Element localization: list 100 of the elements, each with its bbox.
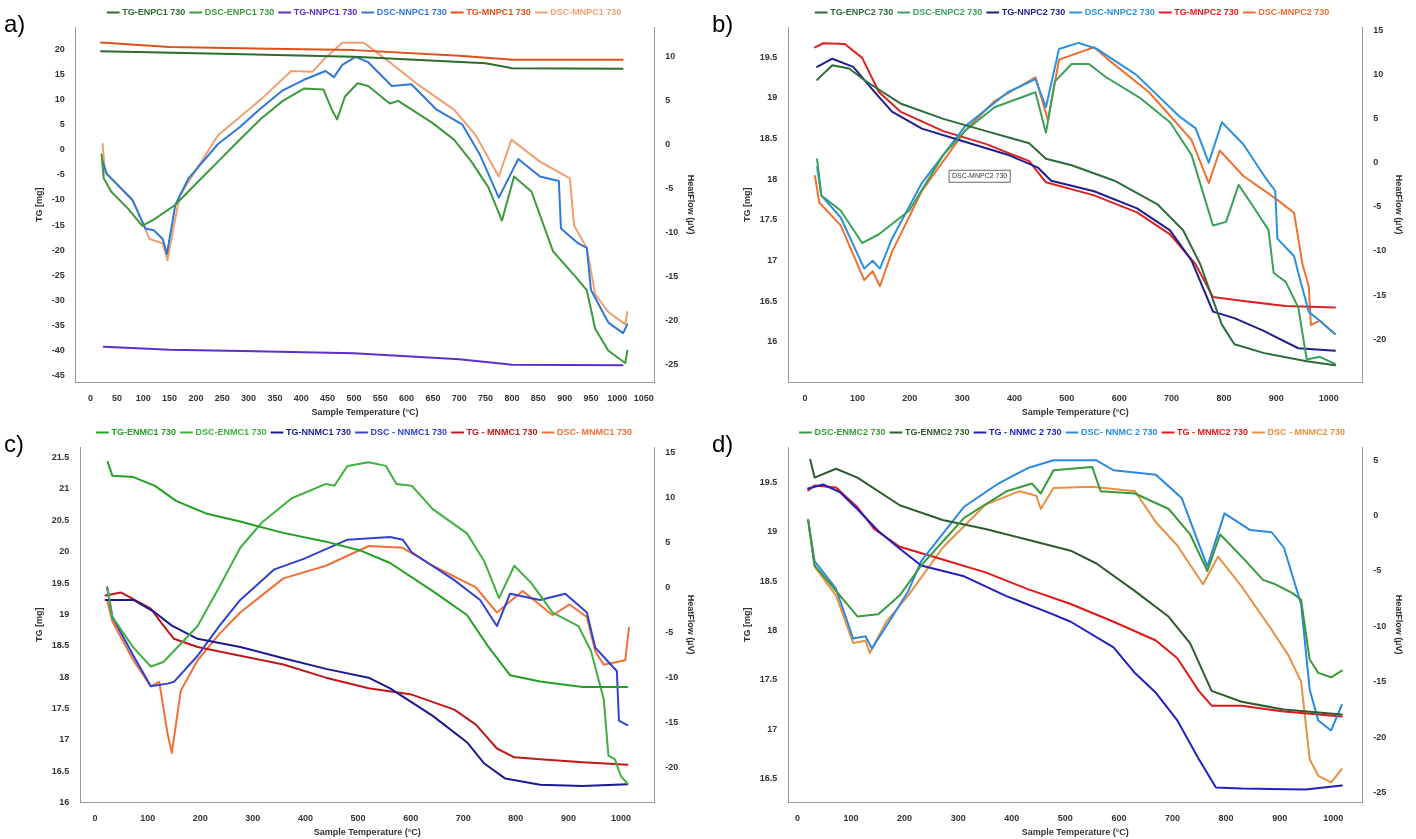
x-tick-label: 250	[214, 393, 230, 404]
y2-tick-label: -5	[1373, 565, 1382, 576]
x-axis-title: Sample Temperature (°C)	[1021, 407, 1129, 418]
legend-label: TG-ENMC2 730	[904, 426, 970, 437]
x-tick-label: 600	[1111, 393, 1127, 404]
y-tick-label: 18	[767, 625, 778, 636]
y2-tick-label: -15	[665, 271, 679, 282]
x-tick-label: 700	[451, 393, 467, 404]
y-tick-label: -25	[51, 269, 65, 280]
y2-tick-label: 0	[1373, 510, 1379, 521]
x-tick-label: 1000	[611, 813, 632, 824]
y2-tick-label: -20	[1373, 333, 1387, 344]
x-tick-label: 300	[241, 393, 257, 404]
y2-tick-label: -15	[1373, 676, 1387, 687]
x-tick-label: 0	[802, 393, 808, 404]
y2-tick-label: 10	[665, 491, 676, 502]
y-tick-label: 20.5	[51, 514, 70, 525]
x-tick-label: 400	[293, 393, 309, 404]
y-tick-label: 19.5	[51, 577, 70, 588]
chart-title: b)	[712, 10, 734, 38]
x-tick-label: 800	[508, 813, 524, 824]
x-tick-label: 700	[1164, 813, 1181, 824]
y2-tick-label: -25	[1373, 786, 1387, 797]
x-tick-label: 1000	[1323, 813, 1344, 824]
x-tick-label: 500	[1057, 813, 1073, 824]
x-tick-label: 200	[192, 813, 208, 824]
x-tick-label: 1000	[607, 393, 628, 404]
x-tick-label: 500	[346, 393, 362, 404]
legend-label: DSC-NNPC2 730	[1084, 6, 1155, 17]
x-tick-label: 400	[1007, 393, 1023, 404]
x-tick-label: 100	[843, 813, 859, 824]
x-tick-label: 900	[557, 393, 573, 404]
x-tick-label: 900	[1268, 393, 1284, 404]
x-tick-label: 950	[583, 393, 599, 404]
x-tick-label: 800	[1216, 393, 1232, 404]
x-tick-label: 350	[267, 393, 283, 404]
legend-label: TG-ENMC1 730	[111, 426, 176, 437]
x-axis-title: Sample Temperature (°C)	[1021, 827, 1129, 838]
y-tick-label: -20	[51, 244, 65, 255]
x-tick-label: 0	[88, 393, 94, 404]
y2-tick-label: -20	[665, 761, 679, 772]
legend-label: DSC - MNMC2 730	[1267, 426, 1346, 437]
y-tick-label: -10	[51, 194, 65, 205]
x-tick-label: 200	[188, 393, 204, 404]
y2-tick-label: -10	[1373, 620, 1387, 631]
x-tick-label: 0	[794, 813, 800, 824]
x-tick-label: 600	[403, 813, 419, 824]
legend-label: TG - MNMC1 730	[466, 426, 538, 437]
y2-tick-label: -5	[665, 183, 674, 194]
legend-label: TG - MNMC2 730	[1177, 426, 1249, 437]
y-tick-label: 18.5	[759, 132, 778, 143]
y-tick-label: 18.5	[759, 575, 778, 586]
x-axis-title: Sample Temperature (°C)	[313, 827, 421, 838]
y2-tick-label: -10	[1373, 245, 1387, 256]
y-tick-label: -15	[51, 219, 65, 230]
y-tick-label: 18	[767, 173, 778, 184]
legend-label: DSC-ENMC1 730	[195, 426, 267, 437]
x-tick-label: 600	[1111, 813, 1127, 824]
x-tick-label: 550	[372, 393, 388, 404]
y2-axis-title: HeatFlow (µV)	[1394, 594, 1405, 655]
x-tick-label: 100	[140, 813, 156, 824]
y2-tick-label: 15	[1373, 25, 1384, 36]
y2-tick-label: 5	[1373, 454, 1379, 465]
y-tick-label: 20	[54, 43, 65, 54]
y2-axis-title: HeatFlow (µV)	[686, 594, 697, 655]
y-tick-label: 5	[59, 119, 65, 130]
y-tick-label: 16.5	[51, 765, 70, 776]
x-tick-label: 600	[399, 393, 415, 404]
y2-tick-label: -5	[1373, 201, 1382, 212]
x-tick-label: 0	[92, 813, 98, 824]
y2-tick-label: -20	[1373, 731, 1387, 742]
y-tick-label: 0	[59, 144, 65, 155]
y-tick-label: 16	[59, 796, 70, 807]
x-tick-label: 500	[1059, 393, 1075, 404]
legend-label: TG-NNMC1 730	[285, 426, 352, 437]
y-tick-label: 16	[767, 336, 778, 347]
x-tick-label: 300	[245, 813, 261, 824]
y2-tick-label: 5	[665, 95, 671, 106]
chart-title: c)	[4, 430, 24, 458]
x-tick-label: 700	[455, 813, 471, 824]
y-tick-label: 17	[767, 254, 778, 265]
y2-tick-label: 10	[665, 51, 676, 62]
legend-label: DSC-ENMC2 730	[814, 426, 886, 437]
y2-tick-label: 10	[1373, 69, 1384, 80]
y-tick-label: -30	[51, 294, 65, 305]
x-tick-label: 750	[478, 393, 494, 404]
y2-axis-title: HeatFlow (µV)	[686, 174, 697, 235]
x-tick-label: 850	[530, 393, 546, 404]
y2-tick-label: -25	[665, 359, 679, 370]
y-tick-label: 17.5	[759, 674, 778, 685]
legend-label: TG-NNPC1 730	[293, 6, 358, 17]
x-tick-label: 1000	[1318, 393, 1339, 404]
legend-label: TG-MNPC1 730	[466, 6, 531, 17]
y-tick-label: 10	[54, 93, 65, 104]
chart-title: a)	[4, 10, 26, 38]
x-tick-label: 400	[1004, 813, 1020, 824]
y2-tick-label: -10	[665, 671, 679, 682]
y-tick-label: 18.5	[51, 640, 70, 651]
x-tick-label: 150	[162, 393, 178, 404]
legend-label: TG-ENPC1 730	[122, 6, 186, 17]
